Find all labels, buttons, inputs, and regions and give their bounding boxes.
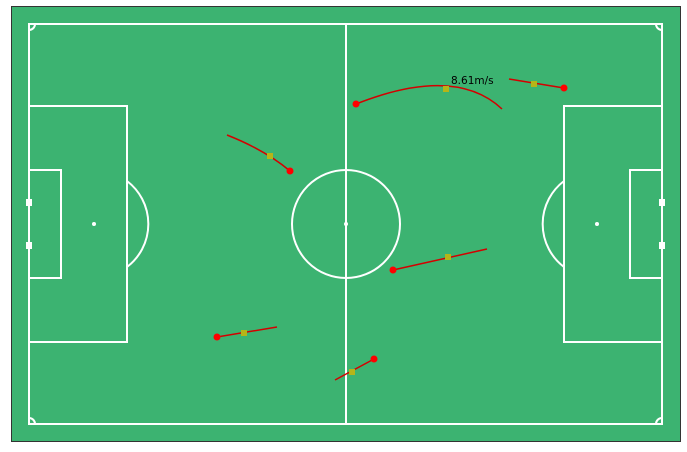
corner-arc-top-left: [28, 23, 36, 31]
speed-label: 8.61m/s: [451, 75, 494, 87]
player-track: [226, 134, 294, 175]
player-position-dot: [389, 266, 397, 274]
right-goal-post-top: [659, 199, 665, 206]
right-penalty-spot: [595, 222, 599, 226]
track-midpoint-marker: [445, 254, 451, 260]
player-track: [334, 355, 378, 381]
player-position-dot: [560, 84, 568, 92]
goal-posts: [26, 199, 665, 249]
track-midpoint-marker: [267, 153, 273, 159]
right-goal-post-bottom: [659, 242, 665, 249]
left-penalty-arc: [126, 180, 150, 268]
left-goal-post-bottom: [26, 242, 32, 249]
player-track: [213, 326, 278, 341]
track-path: [392, 248, 488, 271]
track-midpoint-marker: [531, 81, 537, 87]
player-position-dot: [213, 333, 221, 341]
corner-arc-bottom-left: [28, 417, 36, 425]
track-midpoint-marker: [241, 330, 247, 336]
left-penalty-spot: [92, 222, 96, 226]
track-midpoint-marker: [443, 86, 449, 92]
corner-arc-bottom-right: [655, 417, 663, 425]
player-tracks: [213, 78, 568, 381]
right-penalty-arc: [541, 180, 565, 268]
player-track: [508, 78, 568, 92]
player-track: [389, 248, 488, 274]
pitch-spots: [92, 222, 599, 226]
right-goal-area: [629, 169, 663, 279]
track-path: [355, 84, 503, 110]
track-midpoint-marker: [349, 369, 355, 375]
centre-spot: [344, 222, 348, 226]
corner-arc-top-right: [655, 23, 663, 31]
player-position-dot: [370, 355, 378, 363]
player-track: [352, 84, 503, 110]
track-path: [226, 134, 291, 172]
left-goal-post-top: [26, 199, 32, 206]
left-goal-area: [28, 169, 62, 279]
centre-circle: [291, 169, 401, 279]
player-position-dot: [352, 100, 360, 108]
player-position-dot: [286, 167, 294, 175]
